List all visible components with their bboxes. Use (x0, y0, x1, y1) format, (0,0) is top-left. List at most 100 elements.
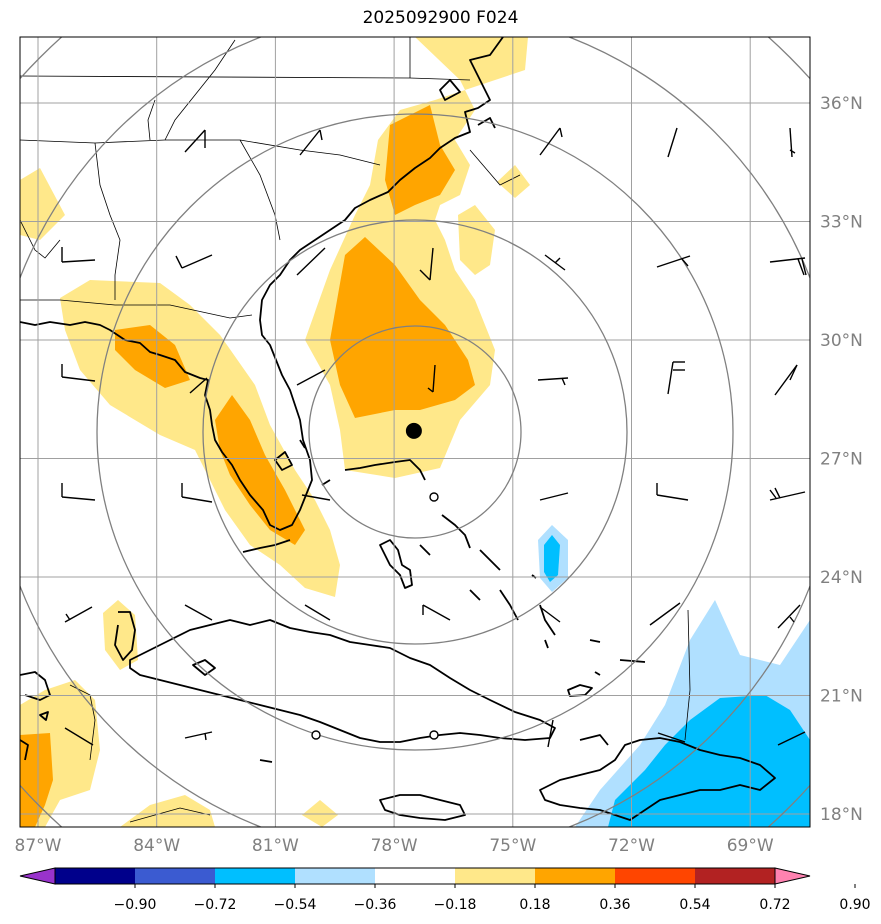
wind-barb (539, 127, 563, 156)
colorbar-segment (615, 868, 696, 884)
wind-barbs (61, 127, 807, 748)
colorbar-tick-label: 0.36 (599, 897, 630, 913)
strong-positive-anomaly-region (385, 105, 455, 215)
longitude-tick-label: 72°W (608, 836, 655, 856)
latitude-labels: 36°N 33°N 30°N 27°N 24°N 21°N 18°N (820, 94, 863, 825)
wind-barb (61, 247, 96, 263)
wind-barb (422, 604, 451, 621)
longitude-labels: 87°W 84°W 81°W 78°W 75°W 72°W 69°W (15, 836, 774, 856)
colorbar-segment (295, 868, 376, 884)
political-borders (20, 37, 691, 823)
wind-barb (184, 129, 206, 153)
center-marker (405, 422, 422, 439)
wind-barb (789, 127, 796, 158)
range-ring (202, 219, 628, 645)
latitude-tick-label: 21°N (820, 687, 863, 707)
wind-barb (64, 727, 94, 746)
colorbar-segment (215, 868, 296, 884)
wind-barb (777, 731, 806, 746)
wind-barb (539, 492, 569, 501)
colorbar-segment (455, 868, 536, 884)
positive-anomaly-region (60, 280, 340, 597)
colorbar-tick-label: 0.54 (679, 897, 710, 913)
longitude-tick-label: 81°W (252, 836, 299, 856)
colorbar-segment (55, 868, 136, 884)
colorbar-segment (135, 868, 216, 884)
positive-anomaly-region (497, 165, 530, 198)
wind-barb (419, 247, 434, 281)
station-circle (429, 492, 439, 502)
wind-barb (657, 732, 686, 743)
range-ring (96, 113, 734, 751)
wind-barb (656, 255, 691, 268)
wind-barb (547, 719, 554, 748)
colorbar-tick-label: −0.72 (194, 897, 237, 913)
wind-barb (184, 604, 213, 621)
map-frame (19, 36, 811, 828)
longitude-tick-label: 84°W (133, 836, 180, 856)
map-title: 2025092900 F024 (362, 8, 519, 28)
latitude-tick-label: 30°N (820, 331, 863, 351)
positive-anomaly-region (120, 795, 215, 827)
wind-barb (61, 483, 96, 501)
wind-barb (667, 127, 678, 158)
longitude-tick-label: 78°W (371, 836, 418, 856)
colorbar-tick-label: 0.72 (759, 897, 790, 913)
wind-barb (427, 364, 436, 393)
colorbar-segment (375, 868, 456, 884)
wind-barb (64, 606, 93, 623)
colorbar-tick-label: −0.36 (354, 897, 397, 913)
station-circle (429, 730, 439, 740)
colorbar-extend-low (19, 867, 56, 885)
latitude-tick-label: 18°N (820, 805, 863, 825)
wind-barb (656, 483, 689, 501)
colorbar-tick-label: −0.18 (434, 897, 477, 913)
wind-barb (539, 606, 561, 623)
wind-barb (61, 364, 96, 382)
wind-barb (769, 487, 806, 501)
latitude-tick-label: 33°N (820, 213, 863, 233)
colorbar-tick-label: 0.18 (519, 897, 550, 913)
wind-barb (296, 369, 326, 386)
colorbar-tick-label: −0.54 (274, 897, 317, 913)
longitude-tick-label: 75°W (489, 836, 536, 856)
colorbar-frame (54, 867, 776, 885)
wind-barb (189, 377, 208, 394)
longitude-tick-label: 87°W (15, 836, 62, 856)
wind-barb (175, 254, 213, 269)
latitude-tick-label: 27°N (820, 450, 863, 470)
wind-barb (296, 247, 326, 276)
wind-barb (649, 602, 681, 626)
strong-positive-anomaly-region (215, 395, 305, 545)
wind-barb (537, 377, 569, 386)
strong-positive-anomaly-region (330, 237, 475, 418)
colorbar-extend-high (774, 867, 811, 885)
wind-barb (181, 483, 213, 503)
wind-barb (777, 604, 801, 629)
anomaly-shading (20, 37, 810, 827)
strong-negative-anomaly-region (608, 695, 810, 827)
colorbar-tick-label: −0.90 (114, 897, 157, 913)
gridlines (20, 37, 810, 827)
wind-barb (769, 257, 807, 276)
colorbar-tick-label: 0.90 (839, 897, 870, 913)
colorbar: −0.90 −0.72 −0.54 −0.36 −0.18 0.18 0.36 0.54 0.7… (19, 867, 871, 913)
colorbar-segment (695, 868, 776, 884)
latitude-tick-label: 24°N (820, 568, 863, 588)
strong-positive-anomaly-region (20, 733, 53, 827)
wind-barb (184, 731, 213, 741)
range-ring (308, 325, 522, 539)
longitude-tick-label: 69°W (727, 836, 774, 856)
latitude-tick-label: 36°N (820, 94, 863, 114)
wind-barb (544, 254, 566, 271)
wind-barb (304, 604, 331, 621)
wind-barb (774, 364, 798, 396)
station-markers (311, 492, 439, 740)
wind-barb (299, 129, 323, 156)
strong-positive-anomaly-region (115, 325, 190, 388)
positive-anomaly-region (458, 205, 495, 275)
wind-barb (667, 361, 685, 395)
wind-barb (301, 494, 331, 501)
